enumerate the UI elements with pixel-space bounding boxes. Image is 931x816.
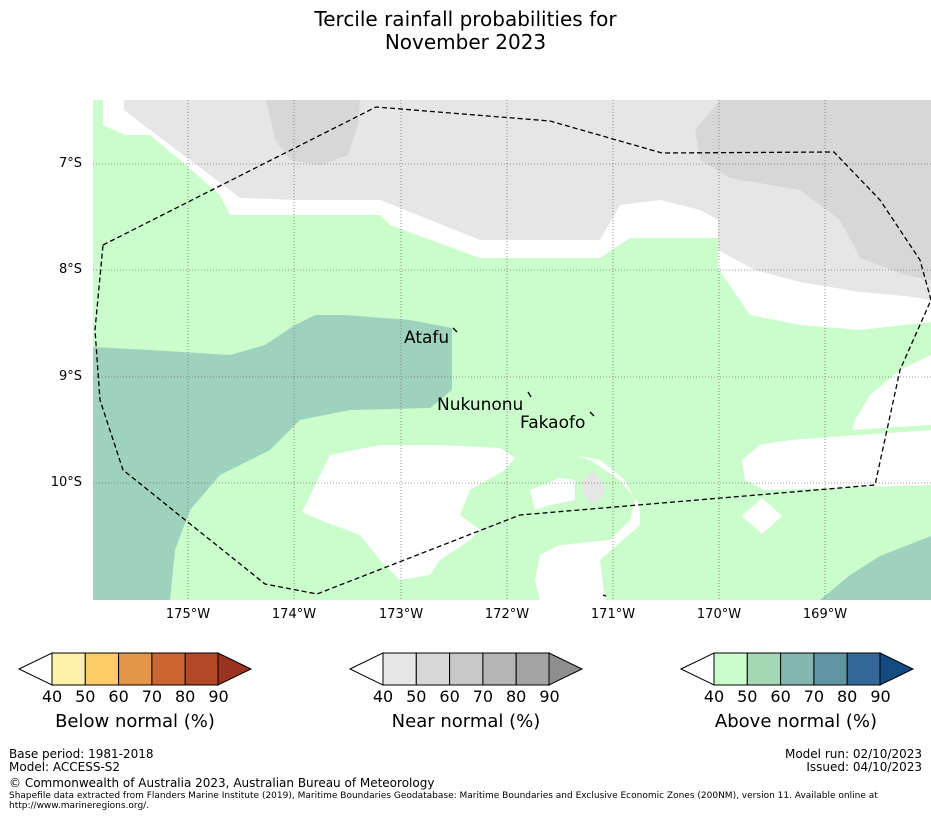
colorbar-segment: [151, 652, 186, 686]
colorbar-segment: [846, 652, 882, 686]
lon-label: 174°W: [271, 607, 317, 622]
eez-boundary: [94, 106, 931, 595]
lon-label: 171°W: [590, 607, 636, 622]
colorbar-tick-label: 50: [737, 687, 758, 706]
lon-label: 175°W: [165, 607, 211, 622]
colorbar-below-lower-triangle: [17, 652, 53, 686]
shapefile-credit-line-1: Shapefile data extracted from Flanders M…: [9, 791, 878, 801]
colorbar-tick-label: 90: [208, 687, 229, 706]
colorbar-tick-label: 50: [406, 687, 427, 706]
colorbar-segment: [184, 652, 219, 686]
model-name: Model: ACCESS-S2: [9, 760, 121, 774]
place-label-fakaofo: Fakaofo: [520, 413, 586, 433]
colorbar-title-near: Near normal (%): [391, 711, 541, 732]
colorbar-tick-label: 70: [141, 687, 163, 706]
lat-label: 8°S: [58, 262, 82, 277]
above-normal-50-region-west: [93, 315, 452, 600]
lon-label: 169°W: [802, 607, 848, 622]
colorbar-title-above: Above normal (%): [714, 711, 878, 732]
shapefile-credit: Shapefile data extracted from Flanders M…: [9, 791, 909, 811]
colorbar-tick-label: 80: [175, 687, 196, 706]
title-line-2: November 2023: [384, 30, 547, 54]
no-data-gap-east: [852, 355, 931, 430]
colorbar-segment: [713, 652, 748, 686]
colorbar-tick-label: 60: [108, 687, 129, 706]
colorbar-below-upper-triangle: [217, 652, 253, 686]
colorbar-near-lower-triangle: [348, 652, 384, 686]
colorbar-segment: [415, 652, 451, 686]
colorbar-segment: [382, 652, 417, 686]
colorbar-tick-label: 40: [372, 687, 394, 706]
colorbar-segment: [449, 652, 484, 686]
colorbar-segment: [118, 652, 153, 686]
colorbar-tick-label: 50: [75, 687, 96, 706]
place-label-atafu: Atafu: [404, 328, 450, 348]
above-normal-50-region-southeast: [820, 536, 931, 600]
lat-label: 7°S: [58, 156, 82, 171]
colorbar-above-lower-triangle: [679, 652, 715, 686]
colorbar-segment: [51, 652, 86, 686]
colorbar-below-normal: [17, 652, 253, 686]
island-marks: [452, 327, 607, 597]
colorbar-tick-label: 80: [506, 687, 527, 706]
lon-label: 173°W: [378, 607, 424, 622]
near-normal-50-region-east: [695, 100, 931, 280]
colorbar-segment: [84, 652, 120, 686]
copyright: © Commonwealth of Australia 2023, Austra…: [9, 776, 435, 790]
issued-date: Issued: 04/10/2023: [806, 760, 922, 774]
lat-label: 10°S: [50, 475, 82, 490]
colorbar-tick-label: 60: [770, 687, 791, 706]
near-normal-50-region-west: [266, 100, 360, 165]
lon-label: 170°W: [696, 607, 742, 622]
colorbar-tick-label: 40: [41, 687, 63, 706]
chart-title: Tercile rainfall probabilities for Novem…: [0, 8, 931, 54]
colorbar-near-normal: [348, 652, 584, 686]
colorbar-tick-label: 90: [870, 687, 891, 706]
no-data-gap-east-2: [742, 430, 931, 490]
gridlines: [93, 100, 931, 600]
colorbar-above-normal: [679, 652, 915, 686]
lat-label: 9°S: [58, 369, 82, 384]
colorbar-tick-label: 40: [703, 687, 725, 706]
base-period: Base period: 1981-2018: [9, 747, 154, 761]
colorbar-segment: [813, 652, 848, 686]
no-data-gap-south-2: [535, 455, 640, 600]
model-run: Model run: 02/10/2023: [784, 747, 922, 761]
colorbar-tick-label: 80: [837, 687, 858, 706]
above-normal-40-region: [93, 100, 931, 600]
title-line-1: Tercile rainfall probabilities for: [314, 7, 617, 31]
colorbar-segment: [515, 652, 551, 686]
colorbar-segment: [482, 652, 517, 686]
no-data-gap-south-3: [530, 478, 575, 510]
colorbar-above-upper-triangle: [879, 652, 915, 686]
colorbar-segment: [746, 652, 782, 686]
colorbar-tick-label: 60: [439, 687, 460, 706]
colorbar-tick-label: 70: [803, 687, 825, 706]
place-label-nukunonu: Nukunonu: [437, 395, 524, 415]
lon-label: 172°W: [484, 607, 530, 622]
colorbar-near-upper-triangle: [548, 652, 584, 686]
near-normal-spot: [583, 470, 604, 505]
colorbar-tick-label: 70: [472, 687, 494, 706]
colorbar-tick-label: 90: [539, 687, 560, 706]
colorbar-segment: [780, 652, 815, 686]
no-data-diamond: [742, 498, 782, 534]
shapefile-credit-line-2: http://www.marineregions.org/.: [9, 801, 150, 811]
colorbar-title-below: Below normal (%): [55, 711, 215, 732]
no-data-gap-south: [302, 445, 515, 580]
